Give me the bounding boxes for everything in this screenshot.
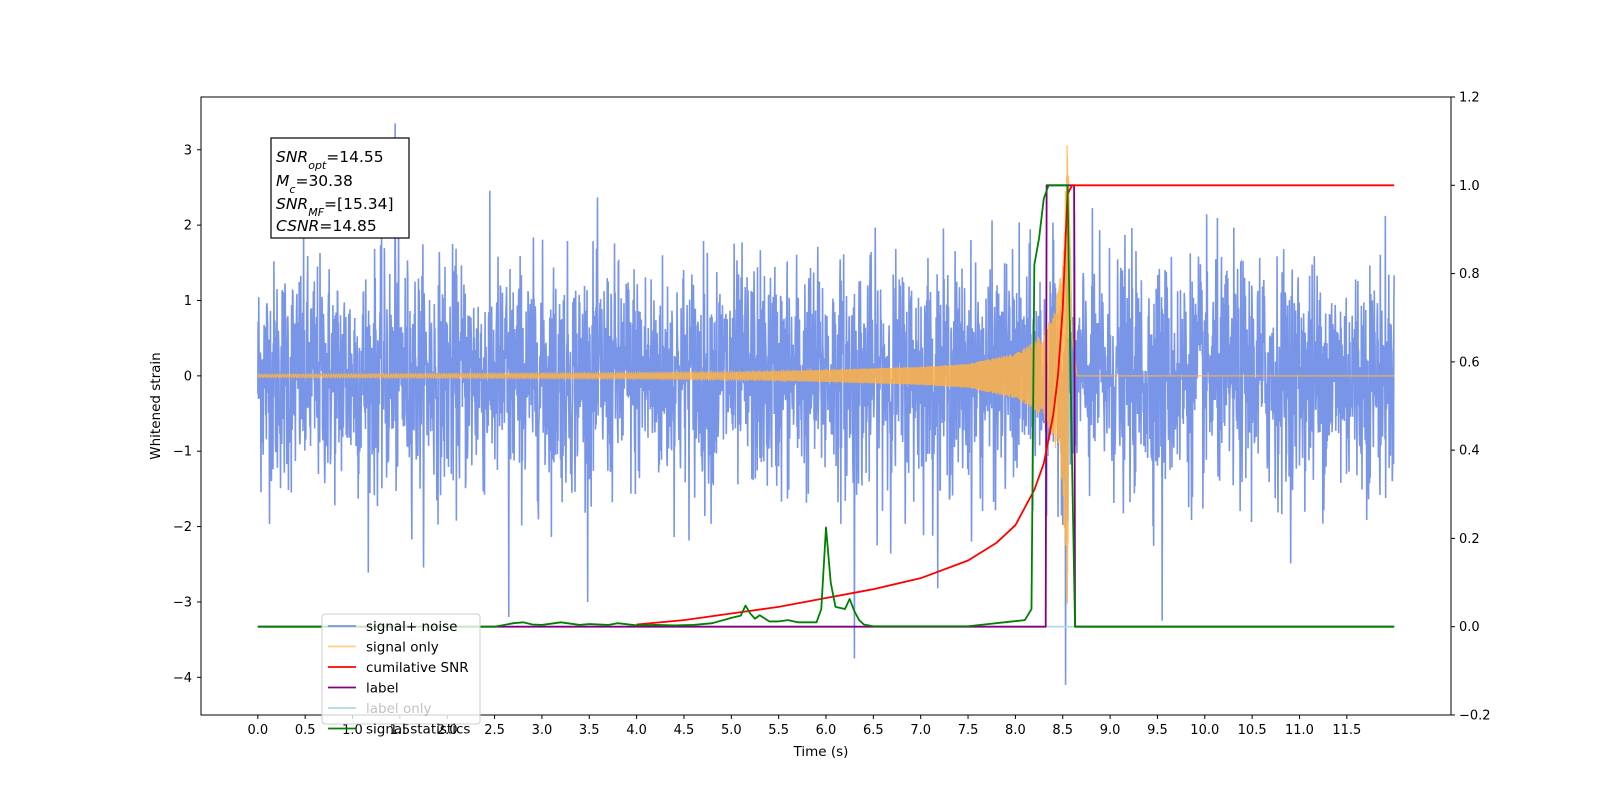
y-right-tick-label: 1.2 <box>1459 91 1480 106</box>
legend-label: signal only <box>366 640 439 656</box>
x-tick-label: 3.5 <box>579 723 600 738</box>
x-tick-label: 0.0 <box>247 723 268 738</box>
y-right-tick-label: 0.8 <box>1459 267 1480 282</box>
series-signal-only <box>257 145 1395 604</box>
legend-label: signal+ noise <box>366 619 457 635</box>
y-left-tick-label: −4 <box>173 671 192 686</box>
x-tick-label: 5.5 <box>768 723 789 738</box>
y-right-tick-label: −0.2 <box>1459 709 1491 724</box>
x-tick-label: 8.5 <box>1052 723 1073 738</box>
x-tick-label: 2.5 <box>484 723 505 738</box>
csnr-annotation: CSNR=14.85 <box>276 217 377 235</box>
x-tick-label: 10.0 <box>1190 723 1219 738</box>
x-tick-label: 7.5 <box>958 723 979 738</box>
x-tick-label: 4.0 <box>626 723 647 738</box>
legend-label: label only <box>366 701 432 717</box>
y-left-tick-label: 2 <box>184 219 192 234</box>
x-tick-label: 0.5 <box>295 723 316 738</box>
legend-label: label <box>366 681 399 697</box>
x-tick-label: 7.0 <box>910 723 931 738</box>
chirp-mass-annotation: Mc=30.38 <box>276 172 353 196</box>
x-tick-label: 6.5 <box>863 723 884 738</box>
y-axis-left: −4 −3 −2 −1 0 1 2 3 <box>173 143 201 686</box>
x-tick-label: 3.0 <box>532 723 553 738</box>
legend-label: cumilative SNR <box>366 660 469 676</box>
x-tick-label: 1.0 <box>342 723 363 738</box>
y-right-tick-label: 0.2 <box>1459 532 1480 547</box>
y-left-tick-label: −3 <box>173 595 192 610</box>
x-tick-label: 10.5 <box>1238 723 1267 738</box>
series-signal-statistics <box>257 184 1395 628</box>
y-left-tick-label: 0 <box>184 369 192 384</box>
x-tick-label: 11.5 <box>1332 723 1361 738</box>
x-tick-label: 5.0 <box>721 723 742 738</box>
x-tick-label: 4.5 <box>674 723 695 738</box>
y-left-tick-label: −2 <box>173 520 192 535</box>
x-tick-label: 9.5 <box>1147 723 1168 738</box>
y-right-tick-label: 0.0 <box>1459 620 1480 635</box>
x-axis: 0.0 0.5 1.0 1.5 2.0 2.5 3.0 3.5 4.0 4.5 5.0 5.5 6.0 6… <box>247 715 1361 738</box>
y-left-tick-label: 3 <box>184 143 192 158</box>
y-axis-label-left: Whitened strain <box>148 352 164 459</box>
y-right-tick-label: 0.6 <box>1459 355 1480 370</box>
y-right-tick-label: 0.4 <box>1459 444 1480 459</box>
x-tick-label: 1.5 <box>390 723 411 738</box>
legend: signal+ noise signal only cumilative SNR la… <box>321 613 481 738</box>
series-signal-noise <box>257 123 1395 685</box>
x-tick-label: 2.0 <box>437 723 458 738</box>
x-tick-label: 6.0 <box>816 723 837 738</box>
legend-label: signal statistics <box>366 722 470 738</box>
y-left-tick-label: 1 <box>184 294 192 309</box>
x-axis-label: Time (s) <box>793 744 849 760</box>
x-tick-label: 8.0 <box>1005 723 1026 738</box>
series-cumulative-snr <box>636 184 1395 626</box>
x-tick-label: 11.0 <box>1285 723 1314 738</box>
x-tick-label: 9.0 <box>1100 723 1121 738</box>
snr-mf-annotation: SNRMF=[15.34] <box>276 195 394 219</box>
annotation-box: SNRopt=14.55 Mc=30.38 SNRMF=[15.34] CSNR… <box>270 137 410 239</box>
y-right-tick-label: 1.0 <box>1459 179 1480 194</box>
snr-opt-annotation: SNRopt=14.55 <box>276 148 384 172</box>
y-left-tick-label: −1 <box>173 445 192 460</box>
y-axis-right: −0.2 0.0 0.2 0.4 0.6 0.8 1.0 1.2 <box>1451 91 1491 724</box>
